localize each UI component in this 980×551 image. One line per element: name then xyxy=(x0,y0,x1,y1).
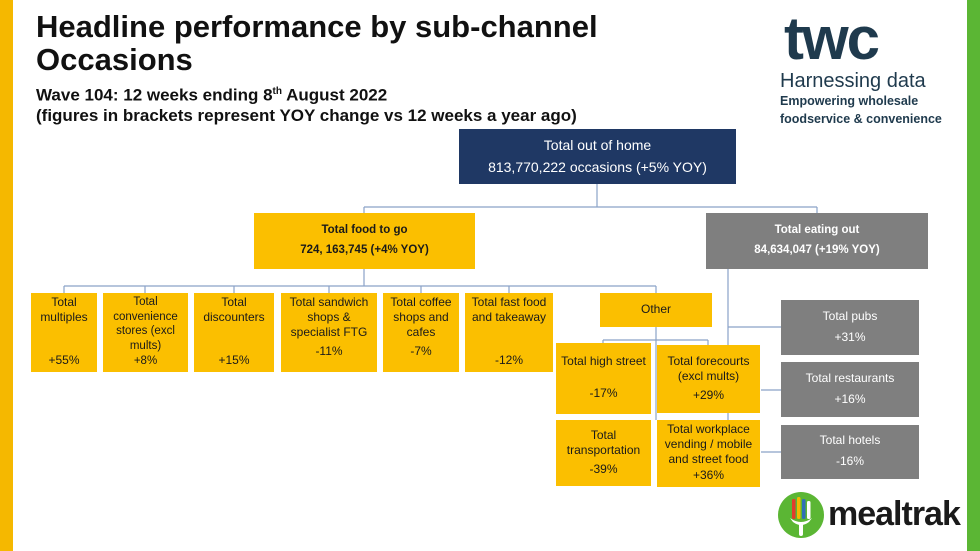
node-value: -7% xyxy=(410,344,432,358)
node-value: -39% xyxy=(589,461,618,476)
node-label: Total forecourts (excl mults) xyxy=(667,353,750,383)
right-accent-bar xyxy=(967,0,980,551)
node-label: Total eating out xyxy=(774,224,860,236)
node-label: Total discounters xyxy=(203,295,265,324)
mealtrak-logo: mealtrak xyxy=(776,490,971,540)
node-label: Total coffee shops and cafes xyxy=(390,295,452,339)
node-value: +36% xyxy=(692,468,725,482)
other-node: Other xyxy=(600,293,712,327)
node-label: Total pubs xyxy=(822,308,878,323)
node-label: Total workplace vending / mobile and str… xyxy=(664,422,753,466)
node-label: Total multiples xyxy=(40,295,88,324)
node-label: Other xyxy=(640,301,671,316)
other-node-forecourts: Total forecourts (excl mults) +29% xyxy=(657,345,760,413)
node-label: Total out of home xyxy=(543,136,652,153)
node-label: Total restaurants xyxy=(805,370,895,385)
eo-node-pubs: Total pubs +31% xyxy=(781,300,919,355)
node-value: 813,770,222 occasions (+5% YOY) xyxy=(488,158,707,175)
twc-logo: twc Harnessing data Empowering wholesale… xyxy=(780,8,960,128)
left-accent-bar xyxy=(0,0,13,551)
node-value: 724, 163,745 (+4% YOY) xyxy=(300,244,429,256)
node-label: Total hotels xyxy=(819,433,881,447)
node-label: Total food to go xyxy=(321,224,408,236)
ftg-node-multiples: Total multiples +55% xyxy=(31,293,97,372)
other-node-transportation: Total transportation -39% xyxy=(556,420,651,486)
other-node-high-street: Total high street -17% xyxy=(556,343,651,414)
other-node-workplace: Total workplace vending / mobile and str… xyxy=(657,420,760,487)
node-value: -12% xyxy=(494,353,523,367)
node-value: -11% xyxy=(315,344,343,358)
total-out-of-home-node: Total out of home 813,770,222 occasions … xyxy=(459,129,736,184)
twc-tagline-1: Empowering wholesale xyxy=(780,94,919,108)
wave-line: Wave 104: 12 weeks ending 8th August 202… xyxy=(36,85,388,105)
twc-wordmark: twc xyxy=(784,5,880,72)
twc-tagline-2: foodservice & convenience xyxy=(780,112,942,126)
node-label: Total fast food and takeaway xyxy=(471,295,547,324)
total-food-to-go-node: Total food to go 724, 163,745 (+4% YOY) xyxy=(254,213,475,269)
node-value: 84,634,047 (+19% YOY) xyxy=(754,244,880,256)
mealtrak-wordmark: mealtrak xyxy=(828,495,961,533)
node-value: +31% xyxy=(834,329,866,344)
subtitle: Wave 104: 12 weeks ending 8th August 202… xyxy=(36,82,577,126)
node-value: +29% xyxy=(692,387,725,402)
node-value: +15% xyxy=(218,353,250,367)
node-value: -17% xyxy=(589,386,618,401)
node-label: Total sandwich shops & specialist FTG xyxy=(289,295,369,339)
total-eating-out-node: Total eating out 84,634,047 (+19% YOY) xyxy=(706,213,928,269)
node-value: +55% xyxy=(48,353,80,367)
ftg-node-fastfood: Total fast food and takeaway -12% xyxy=(465,293,553,372)
page-title: Headline performance by sub-channel Occa… xyxy=(36,9,598,77)
eo-node-hotels: Total hotels -16% xyxy=(781,425,919,479)
ftg-node-discounters: Total discounters +15% xyxy=(194,293,274,372)
node-label: Total convenience stores (excl mults) xyxy=(113,296,178,352)
note-line: (figures in brackets represent YOY chang… xyxy=(36,105,577,125)
ftg-node-coffee: Total coffee shops and cafes -7% xyxy=(383,293,459,372)
node-value: +8% xyxy=(133,354,158,367)
ftg-node-convenience: Total convenience stores (excl mults) +8… xyxy=(103,293,188,372)
node-value: -16% xyxy=(835,454,864,468)
twc-harnessing: Harnessing data xyxy=(780,70,926,92)
node-value: +16% xyxy=(834,391,866,406)
mealtrak-badge-icon xyxy=(778,492,824,538)
eo-node-restaurants: Total restaurants +16% xyxy=(781,362,919,417)
node-label: Total high street xyxy=(561,353,646,368)
node-label: Total transportation xyxy=(566,427,641,457)
ftg-node-sandwich: Total sandwich shops & specialist FTG -1… xyxy=(281,293,377,372)
